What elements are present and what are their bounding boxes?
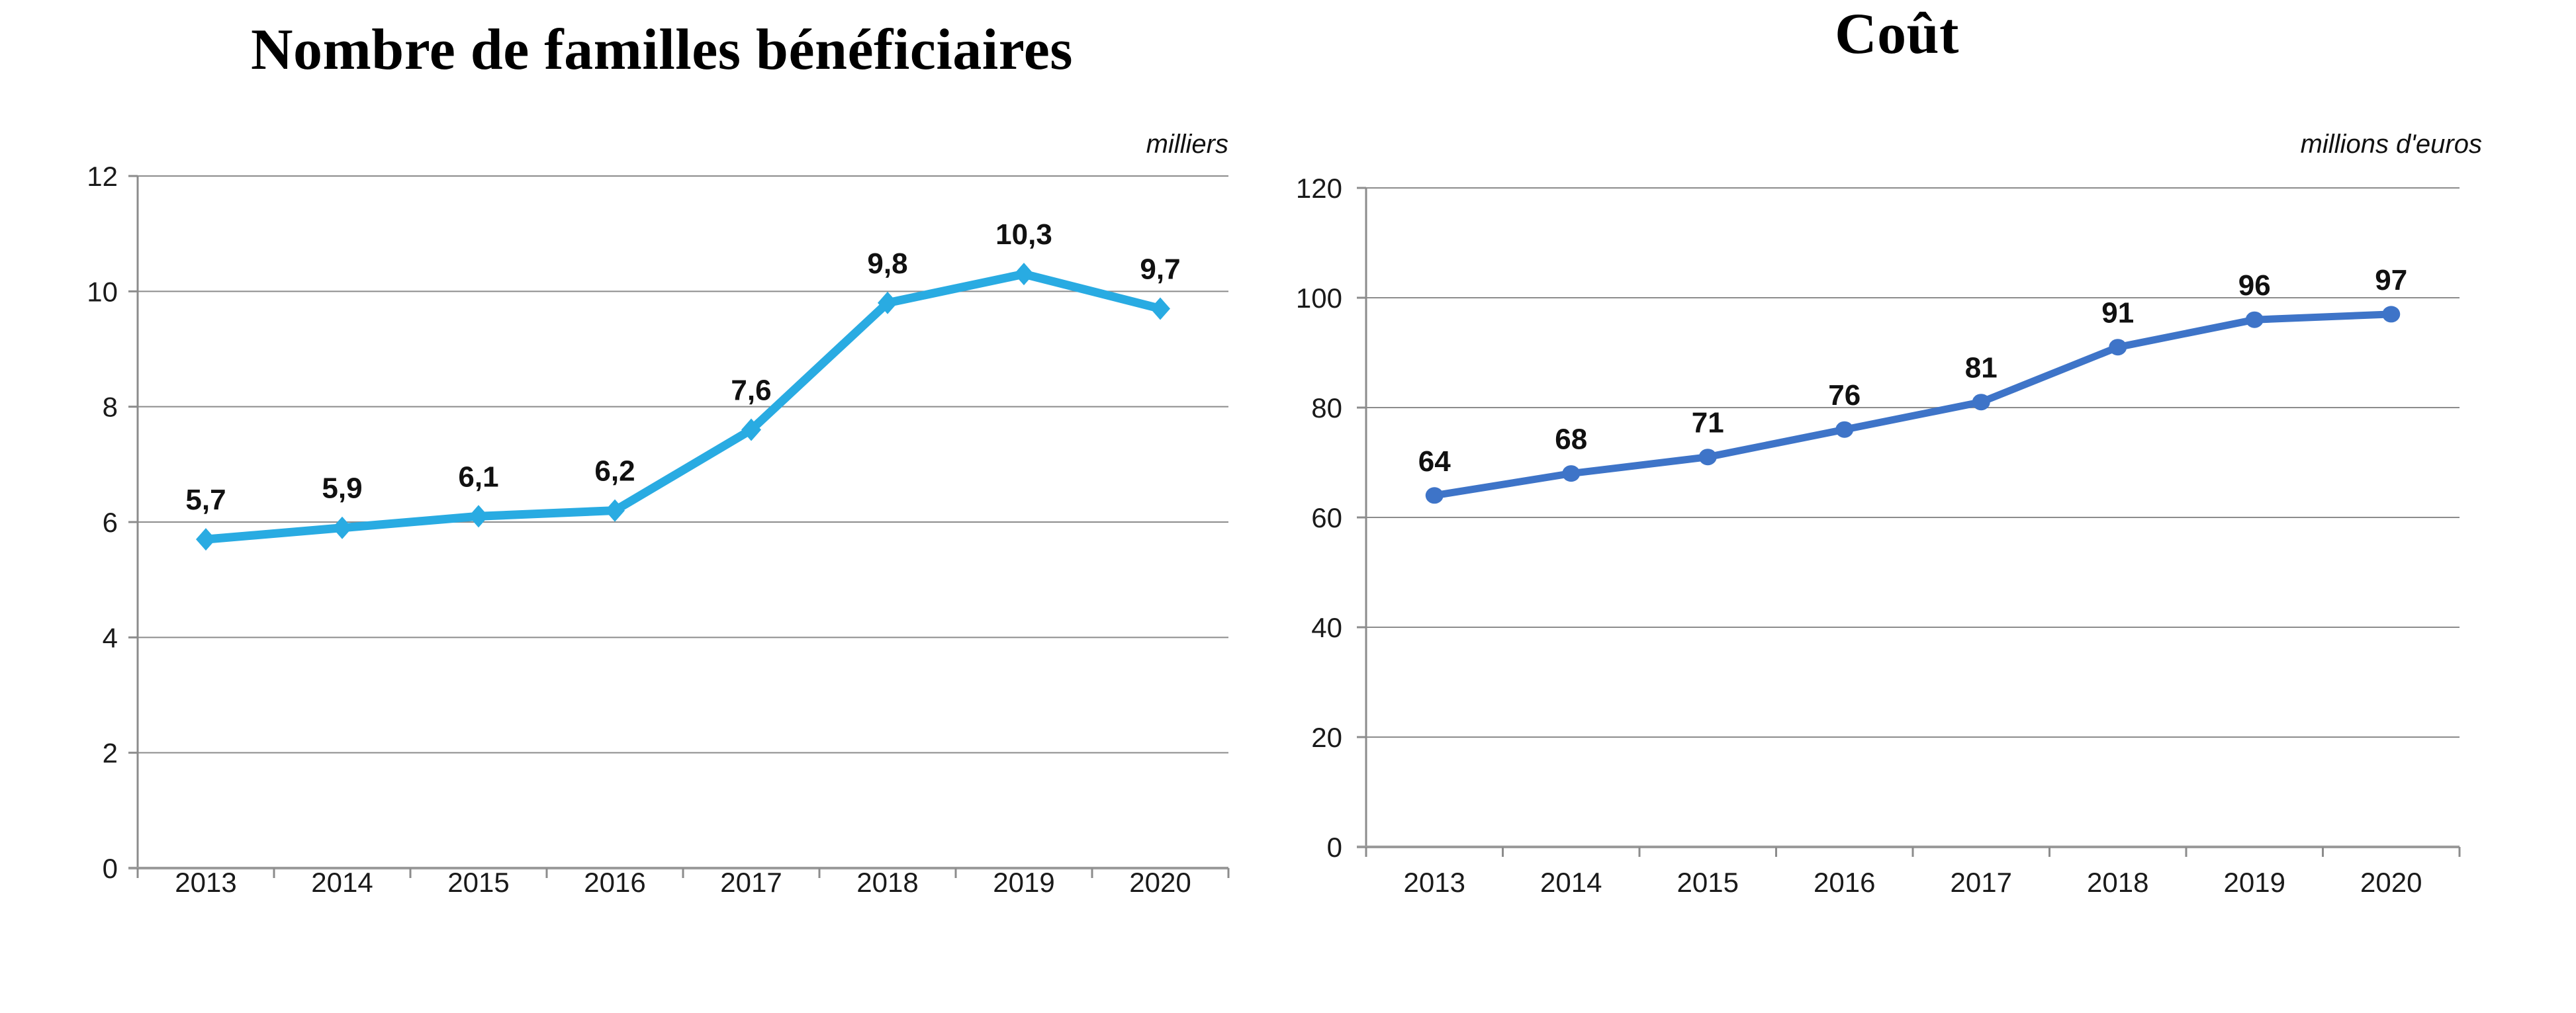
y-axis-tick-label: 10 <box>87 276 118 307</box>
x-axis-tick-label: 2018 <box>856 867 918 898</box>
data-point-marker <box>1425 487 1444 504</box>
data-point-marker <box>1150 297 1170 320</box>
data-point-label: 5,9 <box>322 472 362 505</box>
data-point-label: 6,2 <box>594 455 635 488</box>
data-point-label: 5,7 <box>185 484 226 516</box>
x-axis-tick-label: 2016 <box>1814 867 1875 898</box>
data-point-label: 76 <box>1828 379 1861 412</box>
y-axis-tick-label: 40 <box>1311 612 1342 643</box>
data-point-label: 64 <box>1418 445 1451 478</box>
data-point-marker <box>878 291 897 314</box>
data-point-label: 7,6 <box>731 374 771 407</box>
x-axis-tick-label: 2016 <box>584 867 645 898</box>
data-point-label: 71 <box>1692 407 1724 439</box>
x-axis-tick-label: 2017 <box>1951 867 2012 898</box>
y-axis-tick-label: 100 <box>1296 283 1342 314</box>
data-point-marker <box>2382 306 2401 323</box>
chart-cost: Coût millions d'euros 0 20 40 60 80 100 120 201… <box>1291 0 2576 1013</box>
data-point-marker <box>2245 311 2264 328</box>
data-point-marker <box>332 516 352 539</box>
data-series-line <box>201 269 1165 544</box>
data-point-label: 6,1 <box>458 461 498 493</box>
data-point-marker <box>1698 449 1717 466</box>
data-point-label: 96 <box>2238 269 2271 302</box>
chart-beneficiary-families: Nombre de familles bénéficiaires millier… <box>87 18 1230 898</box>
y-axis-tick-label: 80 <box>1311 392 1342 423</box>
x-axis-tick-label: 2020 <box>2360 867 2422 898</box>
y-axis-tick-label: 12 <box>87 161 118 192</box>
data-point-label: 9,7 <box>1140 253 1180 285</box>
x-axis-tick-label: 2020 <box>1129 867 1191 898</box>
x-axis-tick-label: 2019 <box>993 867 1054 898</box>
x-axis-tick-label: 2017 <box>720 867 782 898</box>
y-axis-tick-label: 60 <box>1311 502 1342 533</box>
chart-title: Nombre de familles bénéficiaires <box>250 18 1074 82</box>
x-axis-tick-label: 2015 <box>1677 867 1739 898</box>
data-point-marker <box>469 505 488 528</box>
x-axis-tick-label: 2014 <box>1540 867 1602 898</box>
y-axis-tick-label: 4 <box>103 622 118 653</box>
y-axis-unit-label: milliers <box>1146 130 1228 159</box>
data-point-marker <box>605 499 625 522</box>
data-point-label: 68 <box>1555 423 1587 456</box>
y-axis-tick-label: 8 <box>103 392 118 423</box>
data-point-marker <box>1014 263 1034 286</box>
x-axis-tick-label: 2013 <box>175 867 236 898</box>
y-axis-tick-label: 2 <box>103 738 118 769</box>
y-axis-tick-label: 120 <box>1296 173 1342 204</box>
data-point-marker <box>1562 465 1581 482</box>
y-axis-unit-label: millions d'euros <box>2300 130 2482 159</box>
line-plot-families: 0 2 4 6 8 10 12 2013 2014 2015 2016 2017 2018 2019 202… <box>87 161 1230 898</box>
data-point-label: 10,3 <box>995 218 1052 251</box>
data-point-marker <box>1835 421 1854 438</box>
x-axis-tick-label: 2015 <box>447 867 509 898</box>
y-axis-tick-label: 20 <box>1311 722 1342 753</box>
data-point-marker <box>196 528 216 551</box>
y-axis-tick-label: 6 <box>103 507 118 538</box>
y-axis-tick-label: 0 <box>1327 832 1342 863</box>
x-axis-tick-label: 2014 <box>311 867 373 898</box>
data-point-marker <box>2109 339 2127 356</box>
data-series-line <box>1430 310 2395 500</box>
data-point-label: 9,8 <box>867 247 907 280</box>
data-point-marker <box>741 418 761 441</box>
x-axis-tick-label: 2018 <box>2087 867 2148 898</box>
data-point-marker <box>1972 394 1990 411</box>
chart-title: Coût <box>1835 2 1959 66</box>
data-point-label: 81 <box>1965 352 1998 384</box>
data-point-label: 97 <box>2375 264 2407 296</box>
x-axis-tick-label: 2013 <box>1404 867 1465 898</box>
x-axis-tick-label: 2019 <box>2224 867 2285 898</box>
y-axis-tick-label: 0 <box>103 853 118 884</box>
line-plot-cost: 0 20 40 60 80 100 120 2013 2014 2015 2016 2017 2018 2… <box>1296 173 2461 898</box>
data-point-label: 91 <box>2101 297 2134 330</box>
